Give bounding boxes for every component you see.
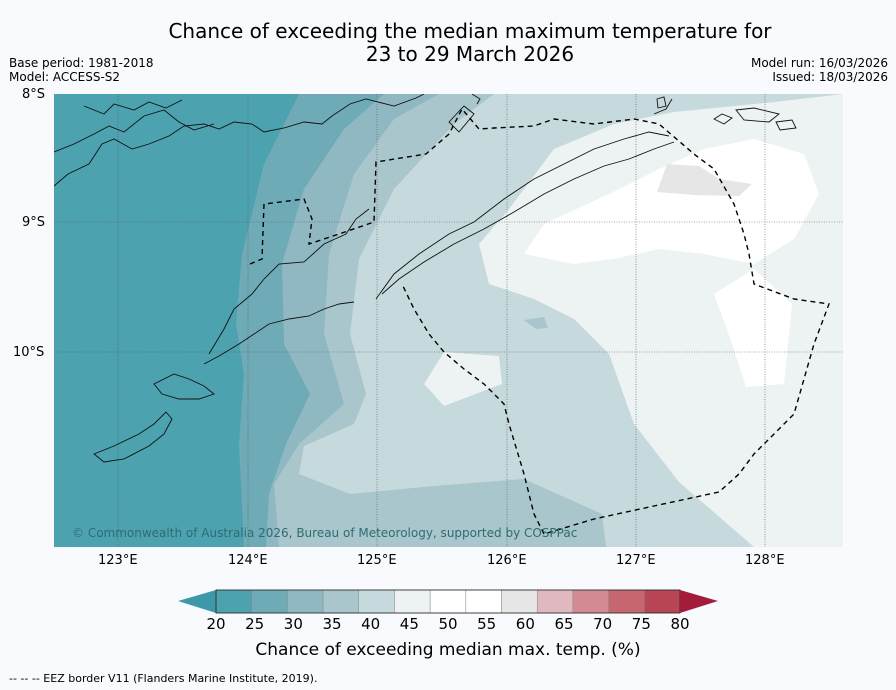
colorbar-tick-label: 80 — [670, 615, 690, 633]
coast-islet-6 — [471, 94, 481, 105]
colorbar-tick-label: 45 — [399, 615, 419, 633]
colorbar-segment — [465, 589, 502, 614]
region-45-50-pocket — [424, 352, 502, 406]
title-line-2: 23 to 29 March 2026 — [365, 42, 575, 66]
colorbar-segment — [322, 589, 360, 614]
colorbar-segment — [608, 589, 645, 614]
colorbar-tick-label: 25 — [245, 615, 265, 633]
colorbar — [178, 589, 718, 614]
copyright-text: © Commonwealth of Australia 2026, Bureau… — [72, 526, 578, 540]
lon-label-123e: 123°E — [98, 553, 138, 568]
colorbar-tick-label: 30 — [283, 615, 303, 633]
coast-rote — [93, 411, 173, 463]
region-50-55-east — [714, 269, 792, 387]
colorbar-segment — [251, 589, 288, 614]
eez-footer: -- -- -- EEZ border V11 (Flanders Marine… — [9, 672, 318, 685]
colorbar-segment — [287, 589, 324, 614]
lat-label-8s: 8°S — [22, 87, 46, 102]
lon-label-124e: 124°E — [228, 553, 268, 568]
colorbar-segment — [536, 589, 574, 614]
lat-label-9s: 9°S — [22, 215, 46, 230]
colorbar-segment — [572, 589, 609, 614]
colorbar-tick-label: 75 — [631, 615, 651, 633]
coast-flores-north — [54, 109, 215, 153]
probability-map — [54, 94, 843, 547]
coast-islet-2 — [713, 113, 733, 125]
lat-label-10s: 10°S — [13, 345, 45, 360]
base-period: Base period: 1981-2018 — [9, 56, 154, 70]
colorbar-tick-label: 50 — [438, 615, 458, 633]
meta-left: Base period: 1981-2018 Model: ACCESS-S2 — [9, 56, 154, 84]
colorbar-under-arrow — [178, 590, 216, 613]
eez-border — [249, 107, 830, 535]
region-55-60 — [657, 164, 752, 196]
model-name: Model: ACCESS-S2 — [9, 70, 121, 84]
coast-sumba-south — [203, 301, 355, 365]
colorbar-segment — [358, 589, 395, 614]
coast-flores — [54, 94, 425, 187]
coast-islet-1 — [656, 96, 667, 109]
colorbar-tick-label: 20 — [206, 615, 226, 633]
lon-label-127e: 127°E — [616, 553, 656, 568]
title-line-1: Chance of exceeding the median maximum t… — [168, 19, 772, 43]
region-35-40-pocket — [524, 317, 548, 329]
colorbar-tick-label: 55 — [477, 615, 497, 633]
colorbar-segment — [394, 589, 431, 614]
region-50-55 — [524, 139, 819, 264]
colorbar-tick-label: 60 — [515, 615, 535, 633]
coast-lombok-sumbawa — [83, 99, 183, 115]
coast-islet-4 — [775, 119, 797, 131]
colorbar-over-arrow — [680, 590, 718, 613]
colorbar-segment — [501, 589, 538, 614]
colorbar-segment — [644, 589, 681, 614]
lon-label-126e: 126°E — [487, 553, 527, 568]
colorbar-segment — [429, 589, 467, 614]
map-title: Chance of exceeding the median maximum t… — [0, 20, 896, 66]
colorbar-label: Chance of exceeding median max. temp. (%… — [255, 640, 641, 660]
coastlines — [54, 94, 797, 463]
coast-islet-3 — [735, 107, 780, 123]
colorbar-tick-label: 40 — [361, 615, 381, 633]
coast-sumba — [208, 208, 370, 355]
colorbar-tick-label: 35 — [322, 615, 342, 633]
colorbar-tick-label: 65 — [554, 615, 574, 633]
coast-islet-5 — [448, 105, 475, 133]
meta-right: Model run: 16/03/2026 Issued: 18/03/2026 — [751, 56, 888, 84]
coast-timor-south — [381, 141, 675, 295]
lon-label-125e: 125°E — [357, 553, 397, 568]
colorbar-segment — [215, 589, 252, 614]
colorbar-tick-label: 70 — [593, 615, 613, 633]
coast-savu — [153, 373, 215, 400]
issued-date: Issued: 18/03/2026 — [772, 70, 888, 84]
graticule — [54, 94, 843, 547]
lon-label-128e: 128°E — [745, 553, 785, 568]
coast-timor-north — [375, 131, 670, 300]
model-run: Model run: 16/03/2026 — [750, 56, 888, 70]
coast-wetar — [653, 98, 673, 115]
